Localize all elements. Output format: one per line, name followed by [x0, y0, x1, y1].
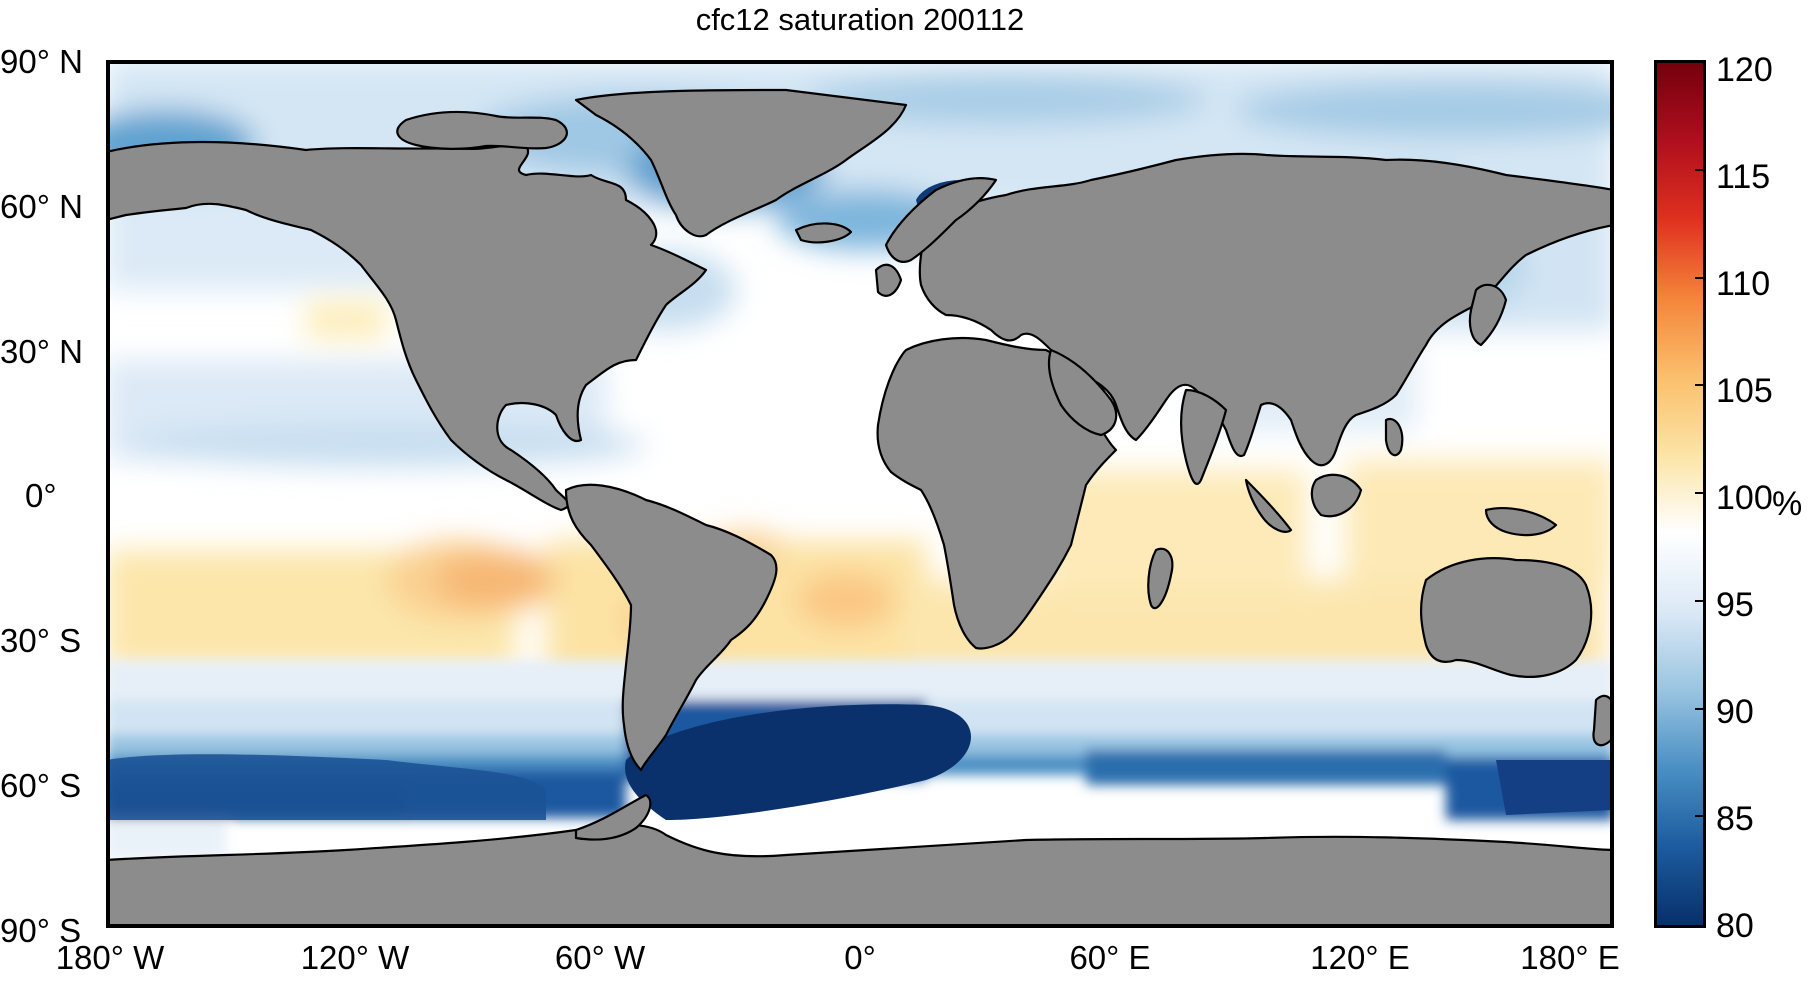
scandinavia-land: [884, 176, 998, 263]
colorbar-tick-mark: [1695, 492, 1703, 494]
colorbar-tick-mark: [1695, 599, 1703, 602]
colorbar-tick-95: 95: [1716, 586, 1754, 624]
lat-label-90s: 90° S: [0, 912, 82, 949]
lat-label-30s: 30° S: [0, 622, 82, 659]
antarctic-peninsula-land: [574, 793, 652, 841]
lon-label-60w: 60° W: [554, 939, 646, 976]
lon-label-60e: 60° E: [1069, 939, 1151, 976]
new-zealand-land: [1592, 694, 1610, 747]
colorbar-tick-mark: [1695, 384, 1703, 387]
pacific-sector-low: [1496, 760, 1610, 815]
colorbar-tick-mark: [1695, 815, 1703, 818]
madagascar-land: [1147, 547, 1174, 610]
south-america-land: [564, 483, 778, 772]
weddell-sea-low: [625, 704, 971, 820]
british-isles-land: [874, 263, 903, 297]
arabia-land: [1047, 348, 1118, 437]
colorbar-tick-mark: [1695, 707, 1703, 710]
lat-label-60s: 60° S: [0, 767, 82, 804]
ross-sea-low: [110, 754, 546, 820]
colorbar-tick-100: 100: [1716, 479, 1773, 517]
lat-label-60n: 60° N: [0, 188, 83, 225]
lat-label-30n: 30° N: [0, 333, 83, 370]
borneo-land: [1310, 473, 1363, 518]
new-guinea-land: [1484, 507, 1558, 537]
lon-label-180e: 180° E: [1520, 939, 1620, 976]
greenland-land: [574, 88, 908, 238]
colorbar-tick-105: 105: [1716, 372, 1773, 410]
colorbar-tick-110: 110: [1716, 265, 1771, 303]
colorbar-tick-80: 80: [1716, 907, 1754, 945]
lon-label-120w: 120° W: [300, 939, 410, 976]
colorbar-tick-90: 90: [1716, 693, 1754, 731]
colorbar-tick-120: 120: [1716, 51, 1773, 89]
sumatra-land: [1244, 478, 1293, 533]
colorbar-unit: %: [1772, 485, 1803, 523]
colorbar-tick-mark: [1695, 168, 1703, 171]
landmass-layer: [110, 88, 1610, 924]
north-america-land: [110, 140, 708, 512]
map-canvas: [110, 64, 1610, 924]
colorbar-tick-115: 115: [1716, 158, 1771, 196]
lat-label-90n: 90° N: [0, 43, 83, 80]
india-land: [1179, 388, 1228, 486]
lon-label-0: 0°: [844, 939, 876, 976]
australia-land: [1419, 557, 1593, 678]
lon-label-180w: 180° W: [55, 939, 165, 976]
lon-label-120e: 120° E: [1310, 939, 1410, 976]
colorbar-tick-85: 85: [1716, 800, 1754, 838]
canadian-arctic-islands: [396, 110, 568, 150]
map-title: cfc12 saturation 200112: [695, 2, 1025, 37]
japan-land: [1468, 283, 1508, 347]
iceland-land: [794, 222, 853, 244]
colorbar: [1654, 60, 1706, 928]
antarctica-land: [110, 823, 1610, 924]
lat-label-0: 0°: [25, 477, 57, 514]
philippines-land: [1384, 417, 1404, 457]
map-panel: [106, 60, 1614, 928]
colorbar-tick-mark: [1695, 276, 1703, 279]
